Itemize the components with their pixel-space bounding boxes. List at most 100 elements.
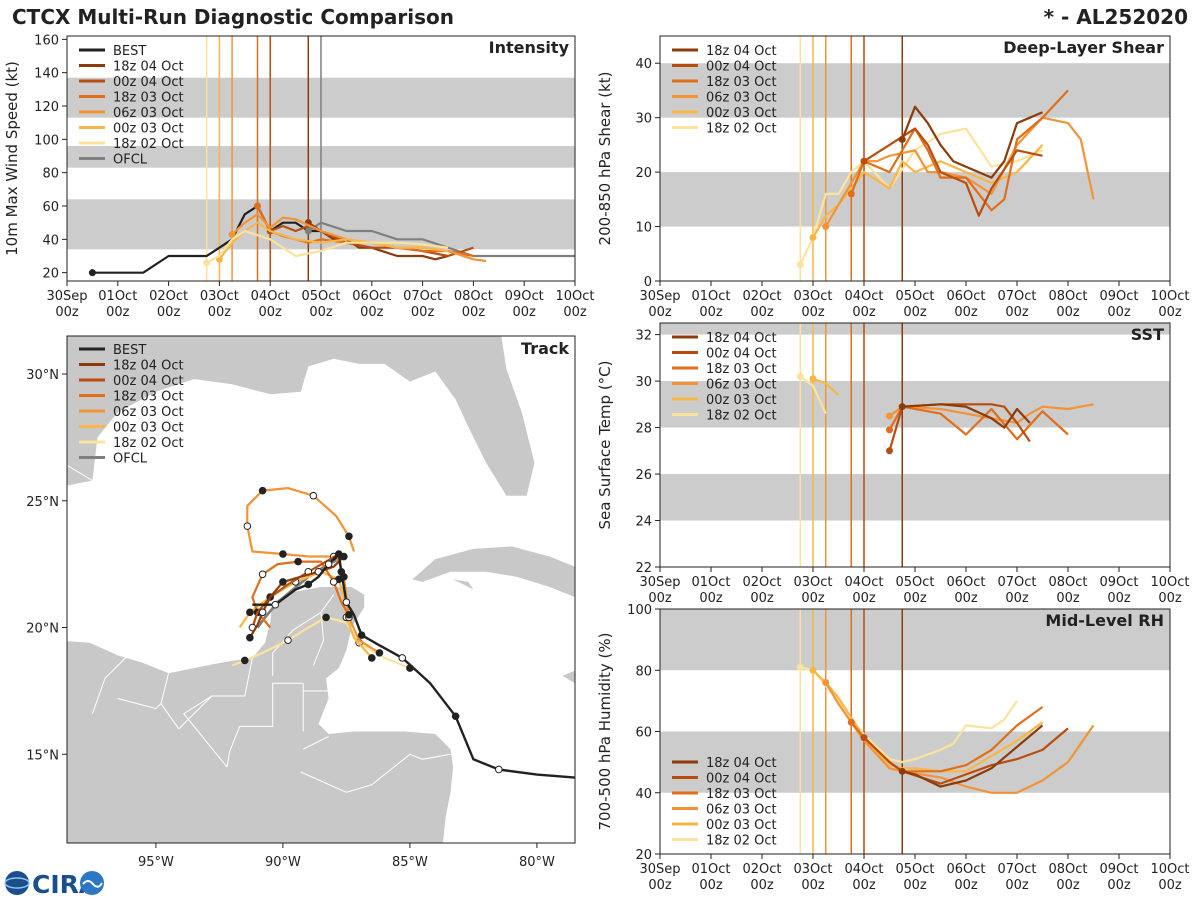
shear-xtick-sublabel: 00z xyxy=(750,305,774,320)
sst-point-06z-03-Oct xyxy=(886,412,893,420)
globe-ring-icon xyxy=(4,877,30,889)
shear-ytick-label: 40 xyxy=(635,57,652,72)
border-line-12 xyxy=(312,594,335,666)
rh-xtick-sublabel: 00z xyxy=(903,878,927,893)
shear-panel: 01020304030Sep00z01Oct00z02Oct00z03Oct00… xyxy=(596,35,1190,320)
shear-xtick-label: 05Oct xyxy=(895,289,934,304)
intensity-xtick-label: 03Oct xyxy=(200,289,239,304)
sst-xtick-sublabel: 00z xyxy=(750,591,774,606)
intensity-legend-label: 06z 03 Oct xyxy=(113,106,184,121)
rh-legend-label: 06z 03 Oct xyxy=(706,803,777,818)
rh-series-18z-02-Oct xyxy=(800,666,1018,764)
intensity-legend-label: 18z 02 Oct xyxy=(113,137,184,152)
landmass-jamaica xyxy=(562,670,575,684)
track-panel: 95°W 90°W 85°W 80°W 15°N 20°N 25°N 30°N Track BES… xyxy=(26,335,576,870)
rh-point-18z-03-Oct xyxy=(847,718,855,726)
landmass-cuba xyxy=(412,546,575,598)
sst-xtick-label: 06Oct xyxy=(946,575,985,590)
track-legend-label: 00z 04 Oct xyxy=(113,374,184,389)
rh-xtick-sublabel: 00z xyxy=(1158,878,1182,893)
rh-xtick-sublabel: 00z xyxy=(954,878,978,893)
track-position-marker xyxy=(324,560,333,568)
shear-legend-label: 18z 02 Oct xyxy=(706,122,777,137)
track-position-marker xyxy=(271,600,280,609)
figure-title: CTCX Multi-Run Diagnostic Comparison xyxy=(12,5,454,29)
track-position-marker xyxy=(241,656,249,665)
shear-series-18z-04-Oct xyxy=(901,105,1043,179)
track-legend-label: 18z 02 Oct xyxy=(113,436,184,451)
shear-xtick-label: 06Oct xyxy=(946,289,985,304)
rh-xtick-sublabel: 00z xyxy=(750,878,774,893)
sst-band-2 xyxy=(660,323,1170,335)
rh-panel: 2040608010030Sep00z01Oct00z02Oct00z03Oct… xyxy=(596,603,1190,893)
sst-xtick-sublabel: 00z xyxy=(648,591,672,606)
rh-xtick-sublabel: 00z xyxy=(1107,878,1131,893)
border-line-6 xyxy=(272,611,322,676)
intensity-xtick-label: 02Oct xyxy=(149,289,188,304)
sst-xtick-sublabel: 00z xyxy=(699,591,723,606)
sst-point-00z-03-Oct xyxy=(809,375,817,383)
shear-xtick-sublabel: 00z xyxy=(648,305,672,320)
rh-point-18z-02-Oct xyxy=(796,663,804,671)
sst-series-18z-04-Oct xyxy=(902,403,1031,429)
intensity-legend-label: BEST xyxy=(113,44,146,59)
sst-band-0 xyxy=(660,474,1170,521)
track-position-marker xyxy=(294,557,302,566)
track-legend-label: 18z 03 Oct xyxy=(113,390,184,405)
intensity-point-06z-03-Oct xyxy=(228,230,236,238)
shear-xtick-sublabel: 00z xyxy=(801,305,825,320)
rh-series-00z-03-Oct xyxy=(812,669,1044,773)
rh-xtick-label: 05Oct xyxy=(895,862,934,877)
track-position-marker xyxy=(357,631,366,639)
sst-ylabel: Sea Surface Temp (°C) xyxy=(596,360,614,529)
sst-ytick-label: 22 xyxy=(635,561,652,576)
rh-series-18z-04-Oct xyxy=(902,724,1044,788)
track-position-marker xyxy=(451,712,460,721)
border-line-9 xyxy=(91,652,131,714)
intensity-ytick-label: 160 xyxy=(34,33,59,48)
track-xtick-label: 80°W xyxy=(519,855,555,870)
shear-xtick-sublabel: 00z xyxy=(852,305,876,320)
track-ytick-label: 30°N xyxy=(26,368,59,383)
intensity-ytick-label: 20 xyxy=(42,267,59,282)
sst-legend-label: 18z 03 Oct xyxy=(706,362,777,377)
intensity-point-18z-02-Oct xyxy=(203,259,211,267)
shear-xtick-sublabel: 00z xyxy=(1056,305,1080,320)
shear-point-18z-03-Oct xyxy=(847,190,855,198)
rh-xtick-label: 09Oct xyxy=(1099,862,1138,877)
landmass-isla-juventud xyxy=(453,579,474,590)
intensity-ytick-label: 80 xyxy=(42,167,59,182)
border-line-10 xyxy=(183,695,228,768)
shear-point-00z-03-Oct xyxy=(809,233,817,241)
track-position-marker xyxy=(345,532,353,541)
track-position-marker xyxy=(243,522,252,530)
intensity-xtick-sublabel: 00z xyxy=(563,305,587,320)
shear-plot-area xyxy=(660,36,1170,281)
intensity-legend-label: 00z 03 Oct xyxy=(113,122,184,137)
track-ytick-label: 15°N xyxy=(26,748,59,763)
track-frame xyxy=(66,335,576,844)
sst-xtick-sublabel: 00z xyxy=(903,591,927,606)
intensity-panel: 2040608010012014016030Sep00z01Oct00z02Oc… xyxy=(3,33,595,320)
sst-plot-area xyxy=(660,323,1170,567)
intensity-xtick-label: 01Oct xyxy=(98,289,137,304)
intensity-ytick-label: 100 xyxy=(34,133,59,148)
intensity-xtick-label: 30Sep xyxy=(46,289,87,304)
rh-point-00z-04-Oct xyxy=(860,734,868,742)
track-legend-label: 00z 03 Oct xyxy=(113,421,184,436)
intensity-xtick-sublabel: 00z xyxy=(55,305,79,320)
intensity-xtick-label: 06Oct xyxy=(352,289,391,304)
intensity-ytick-label: 140 xyxy=(34,67,59,82)
track-position-marker xyxy=(246,633,254,642)
rh-xtick-label: 30Sep xyxy=(639,862,680,877)
intensity-xtick-label: 07Oct xyxy=(403,289,442,304)
track-position-marker xyxy=(495,765,503,774)
shear-xtick-label: 07Oct xyxy=(997,289,1036,304)
rh-xtick-sublabel: 00z xyxy=(801,878,825,893)
cira-logo: CIRA xyxy=(4,870,104,899)
track-position-marker xyxy=(258,486,267,495)
sst-ytick-label: 28 xyxy=(635,422,652,437)
intensity-legend-label: 18z 03 Oct xyxy=(113,91,184,106)
storm-id: * - AL252020 xyxy=(1044,5,1188,29)
shear-title: Deep-Layer Shear xyxy=(1003,38,1164,57)
